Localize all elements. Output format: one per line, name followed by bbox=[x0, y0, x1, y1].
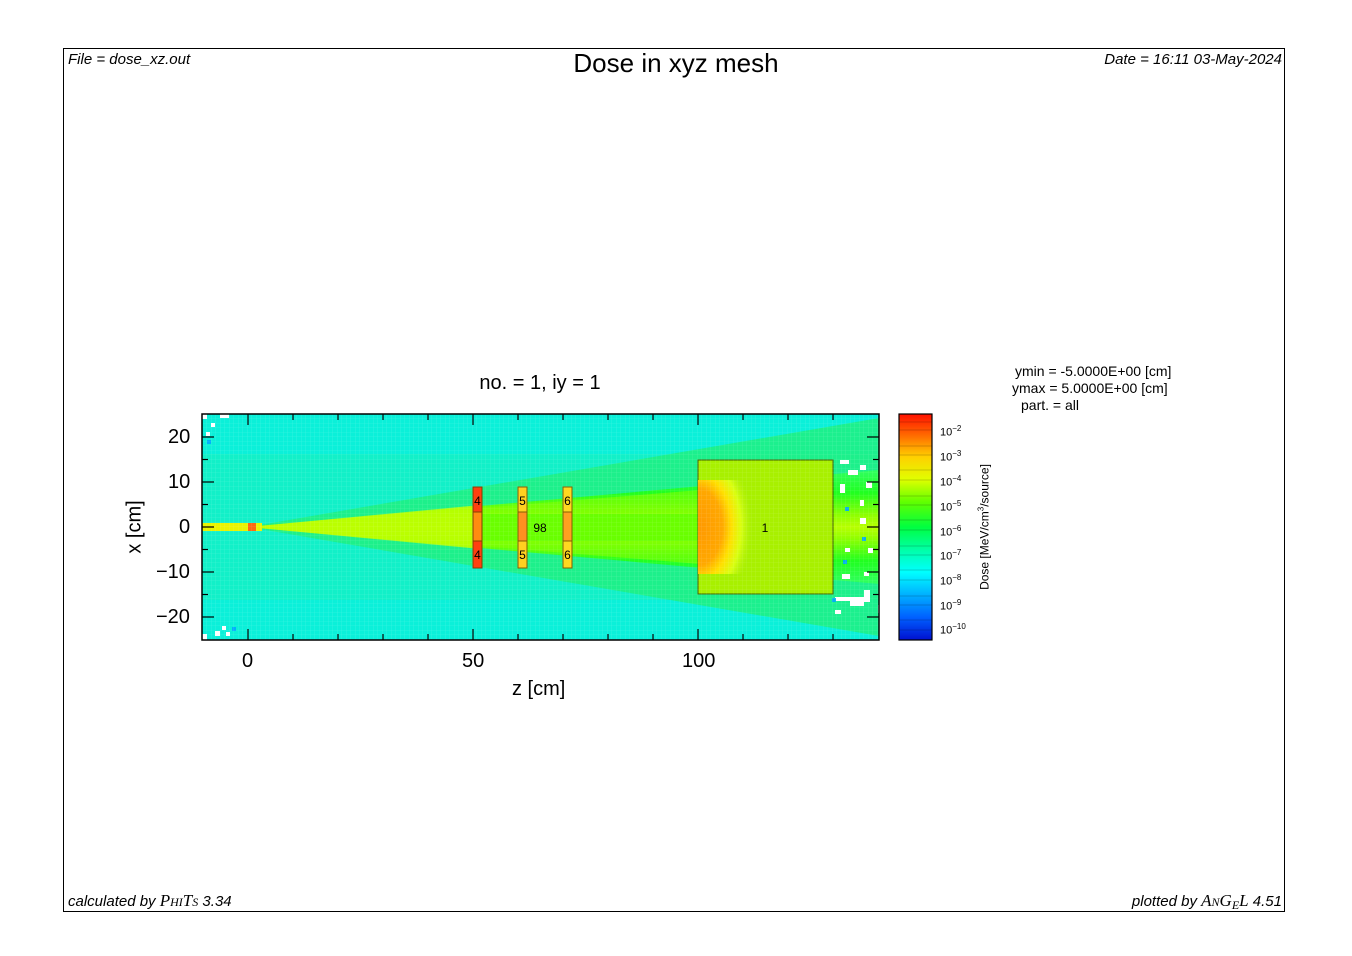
colorbar-tick-1e-4: 10−4 bbox=[940, 474, 962, 489]
region-label-1: 1 bbox=[762, 521, 769, 535]
file-label: File = dose_xz.out bbox=[68, 51, 191, 68]
collimator-4 bbox=[472, 486, 483, 569]
part-label: part. = all bbox=[1021, 397, 1079, 413]
info-block: ymin = -5.0000E+00 [cm] ymax = 5.0000E+0… bbox=[1012, 363, 1171, 414]
page-frame bbox=[63, 48, 1285, 912]
date-label: Date = 16:11 03-May-2024 bbox=[1104, 51, 1282, 68]
region-label-6-top: 6 bbox=[564, 494, 571, 508]
colorbar-tick-1e-3: 10−3 bbox=[940, 449, 962, 464]
y-tick-neg20: −20 bbox=[156, 606, 190, 628]
x-axis-title: z [cm] bbox=[512, 678, 566, 700]
region-label-6-bottom: 6 bbox=[564, 548, 571, 562]
ymax-label: ymax = 5.0000E+00 [cm] bbox=[1012, 380, 1168, 396]
region-label-4-top: 4 bbox=[474, 494, 481, 508]
y-axis-title: x [cm] bbox=[123, 500, 146, 554]
collimator-6 bbox=[562, 486, 573, 569]
x-tick-0: 0 bbox=[242, 650, 254, 672]
y-tick-neg10: −10 bbox=[156, 561, 190, 583]
colorbar bbox=[898, 413, 933, 641]
y-tick-20: 20 bbox=[168, 426, 191, 448]
axis-ticks bbox=[202, 414, 879, 640]
y-tick-0: 0 bbox=[179, 516, 191, 538]
x-tick-50: 50 bbox=[462, 650, 485, 672]
plot-subtitle: no. = 1, iy = 1 bbox=[479, 372, 601, 394]
colorbar-tick-1e-6: 10−6 bbox=[940, 524, 962, 539]
region-label-5-top: 5 bbox=[519, 494, 526, 508]
colorbar-title: Dose [MeV/cm3/source] bbox=[976, 464, 992, 590]
colorbar-tick-1e-5: 10−5 bbox=[940, 499, 962, 514]
page-title: Dose in xyz mesh bbox=[573, 48, 779, 78]
collimator-5 bbox=[517, 486, 528, 569]
ymin-label: ymin = -5.0000E+00 [cm] bbox=[1015, 363, 1172, 379]
colorbar-tick-1e-8: 10−8 bbox=[940, 573, 962, 588]
colorbar-tick-1e-10: 10−10 bbox=[940, 622, 966, 637]
region-label-5-bottom: 5 bbox=[519, 548, 526, 562]
calculated-by-label: calculated by PHITS 3.34 bbox=[68, 891, 232, 910]
heatmap-area bbox=[202, 414, 879, 640]
phits-logo: PHITS bbox=[159, 891, 199, 910]
y-tick-10: 10 bbox=[168, 471, 191, 493]
region-label-98: 98 bbox=[533, 521, 547, 535]
plotted-by-label: plotted by ANGEL 4.51 bbox=[1131, 891, 1282, 912]
x-tick-100: 100 bbox=[682, 650, 716, 672]
region-label-4-bottom: 4 bbox=[474, 548, 481, 562]
colorbar-tick-1e-2: 10−2 bbox=[940, 424, 962, 439]
colorbar-tick-1e-7: 10−7 bbox=[940, 548, 962, 563]
colorbar-tick-1e-9: 10−9 bbox=[940, 598, 962, 613]
angel-logo: ANGEL bbox=[1201, 891, 1249, 912]
